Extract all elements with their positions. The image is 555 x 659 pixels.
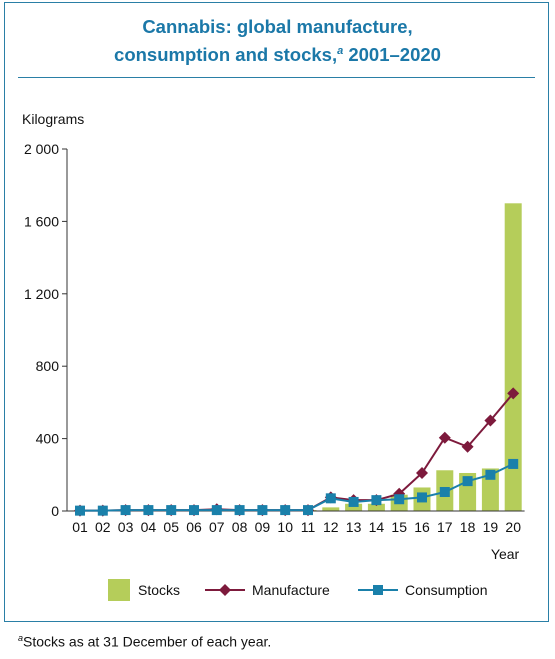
point-consumption-20: [508, 458, 519, 469]
footnote-text: Stocks as at 31 December of each year.: [23, 633, 272, 650]
footnote: aStocks as at 31 December of each year.: [18, 633, 271, 650]
legend-label-consumption: Consumption: [405, 582, 488, 598]
x-tick-label: 07: [209, 519, 225, 535]
x-tick-label: 11: [301, 519, 316, 535]
x-tick-label: 14: [369, 519, 385, 535]
x-tick-label: 17: [437, 519, 453, 535]
x-tick-label: 19: [483, 519, 499, 535]
point-consumption-01: [75, 505, 85, 516]
point-manufacture-20: [507, 387, 520, 400]
x-tick-label: 12: [323, 519, 339, 535]
legend-label-stocks: Stocks: [138, 582, 180, 598]
point-consumption-06: [189, 505, 199, 516]
point-consumption-05: [166, 505, 177, 516]
legend-marker-consumption: [373, 585, 383, 595]
point-consumption-18: [462, 476, 473, 487]
title-line-1: Cannabis: global manufacture,: [142, 16, 413, 37]
point-consumption-19: [485, 469, 496, 480]
title-years: 2001–2020: [343, 44, 441, 66]
footnote-superscript: a: [18, 633, 24, 643]
y-tick-label: 800: [36, 358, 60, 374]
x-tick-label: 10: [277, 519, 293, 535]
point-consumption-17: [439, 486, 450, 497]
bar-stocks-13: [345, 503, 363, 511]
point-consumption-04: [143, 505, 154, 516]
x-tick-label: 04: [141, 519, 157, 535]
chart-frame: [4, 2, 549, 622]
point-consumption-07: [211, 505, 222, 516]
x-tick-label: 16: [414, 519, 430, 535]
point-consumption-10: [280, 505, 291, 516]
x-axis-label: Year: [491, 546, 520, 562]
chart-title: Cannabis: global manufacture, consumptio…: [0, 14, 555, 67]
point-manufacture-16: [416, 466, 428, 479]
point-consumption-12: [325, 493, 336, 504]
bar-stocks-14: [367, 503, 385, 511]
x-tick-label: 01: [72, 519, 88, 535]
legend-swatch-stocks: [108, 579, 130, 601]
x-tick-label: 03: [118, 519, 134, 535]
y-tick-label: 0: [51, 503, 59, 519]
x-tick-label: 02: [95, 519, 111, 535]
point-manufacture-18: [461, 440, 474, 453]
x-tick-label: 09: [255, 519, 271, 535]
y-tick-label: 2 000: [24, 141, 59, 157]
x-tick-label: 06: [186, 519, 202, 535]
point-manufacture-19: [484, 414, 497, 427]
x-tick-label: 08: [232, 519, 248, 535]
y-tick-label: 1 600: [24, 213, 59, 229]
point-consumption-15: [394, 494, 405, 505]
chart-svg: Kilograms 0 400 800 1 200 1 600 2 000 01 02 03 04 0…: [22, 111, 525, 601]
y-tick-label: 400: [36, 431, 60, 447]
point-consumption-08: [234, 505, 245, 516]
point-consumption-09: [257, 505, 268, 516]
bar-stocks-12: [322, 507, 340, 511]
point-consumption-16: [417, 492, 427, 503]
point-consumption-02: [97, 505, 108, 516]
title-superscript: a: [337, 45, 344, 57]
point-consumption-03: [120, 505, 131, 516]
x-tick-label: 20: [505, 519, 521, 535]
point-consumption-14: [371, 495, 382, 506]
x-tick-label: 18: [460, 519, 476, 535]
x-tick-label: 15: [391, 519, 407, 535]
point-consumption-11: [303, 505, 313, 516]
point-consumption-13: [348, 496, 359, 507]
title-line-2-text: consumption and stocks,: [114, 44, 338, 66]
point-manufacture-17: [438, 431, 451, 444]
title-rule: [18, 77, 535, 78]
legend-marker-manufacture: [219, 584, 231, 596]
title-line-2: consumption and stocks,a 2001–2020: [0, 39, 555, 67]
bar-stocks-20: [504, 203, 522, 512]
x-tick-label: 13: [346, 519, 362, 535]
x-tick-label: 05: [163, 519, 179, 535]
legend-label-manufacture: Manufacture: [252, 582, 330, 598]
y-tick-label: 1 200: [24, 286, 59, 302]
y-axis-label: Kilograms: [22, 111, 84, 127]
